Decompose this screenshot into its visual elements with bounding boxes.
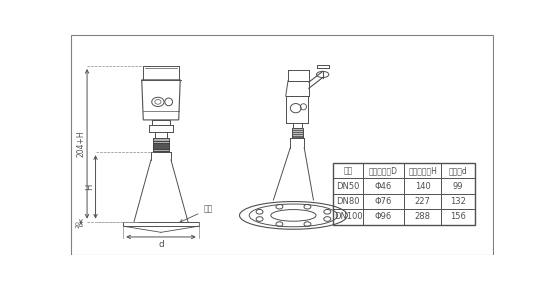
- Text: 204+H: 204+H: [76, 131, 86, 157]
- Text: 喇叭口直径D: 喇叭口直径D: [369, 166, 398, 175]
- Text: Φ96: Φ96: [375, 212, 392, 222]
- Bar: [153, 138, 169, 152]
- Text: Φ46: Φ46: [375, 182, 392, 191]
- Text: d: d: [158, 240, 164, 249]
- Text: 227: 227: [415, 197, 431, 206]
- Bar: [333, 163, 475, 225]
- Text: 法兰: 法兰: [180, 205, 213, 222]
- Text: 20: 20: [75, 220, 80, 228]
- Text: H: H: [85, 184, 94, 190]
- Text: 法兰: 法兰: [343, 166, 353, 175]
- Text: 喇叭口高度H: 喇叭口高度H: [408, 166, 437, 175]
- Text: Φ76: Φ76: [375, 197, 392, 206]
- Text: DN50: DN50: [337, 182, 360, 191]
- Text: 288: 288: [415, 212, 431, 222]
- Bar: [292, 128, 303, 138]
- Text: DN80: DN80: [337, 197, 360, 206]
- Text: 140: 140: [415, 182, 431, 191]
- Text: 156: 156: [450, 212, 466, 222]
- Text: 132: 132: [450, 197, 466, 206]
- Text: DN100: DN100: [334, 212, 362, 222]
- Text: 99: 99: [453, 182, 464, 191]
- Text: 四孔盘d: 四孔盘d: [449, 166, 468, 175]
